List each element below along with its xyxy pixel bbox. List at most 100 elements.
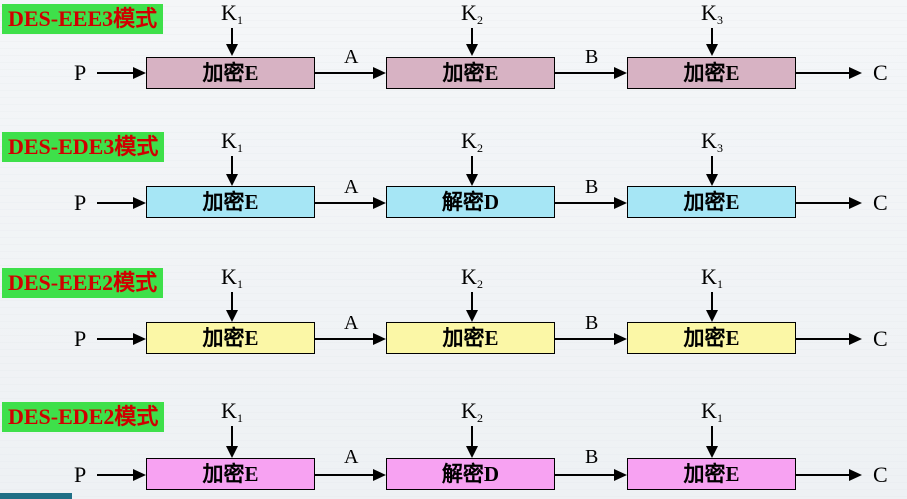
key-arrow-head	[226, 446, 238, 458]
flow-line	[555, 338, 614, 340]
key-arrow-line	[231, 28, 233, 46]
key-arrow-line	[711, 28, 713, 46]
flow-arrow-head	[849, 67, 862, 79]
key-label: K3	[701, 0, 723, 27]
input-label: P	[74, 326, 87, 351]
key-label: K1	[701, 398, 723, 425]
output-label: C	[873, 190, 888, 215]
key-arrow-head	[706, 174, 718, 186]
intermediate-label: B	[585, 176, 599, 198]
cipher-box: 加密E	[627, 458, 796, 490]
key-arrow-head	[706, 446, 718, 458]
flow-line	[315, 338, 373, 340]
output-label: C	[873, 326, 888, 351]
flow-line	[97, 202, 133, 204]
intermediate-label: A	[344, 176, 359, 198]
flow-line	[796, 202, 849, 204]
cipher-box: 加密E	[386, 322, 555, 354]
key-label: K2	[461, 398, 483, 425]
flow-arrow-head	[849, 333, 862, 345]
key-label: K3	[701, 128, 723, 155]
flow-arrow-head	[373, 333, 386, 345]
key-arrow-line	[471, 28, 473, 46]
flow-arrow-head	[373, 197, 386, 209]
flow-line	[315, 72, 373, 74]
mode-label: DES-EEE3模式	[2, 4, 164, 34]
key-label: K1	[701, 264, 723, 291]
key-arrow-line	[471, 292, 473, 312]
row-des-ede2: DES-EDE2模式 K1 K2 K1 P 加密E A 解密D B 加密E C	[0, 398, 907, 498]
flow-line	[97, 474, 133, 476]
cipher-box: 加密E	[627, 57, 796, 89]
key-arrow-line	[711, 156, 713, 176]
cipher-box: 加密E	[627, 322, 796, 354]
cipher-box: 加密E	[146, 458, 315, 490]
flow-arrow-head	[849, 469, 862, 481]
key-label: K1	[221, 264, 243, 291]
flow-arrow-head	[614, 469, 627, 481]
flow-arrow-head	[849, 197, 862, 209]
cipher-box: 加密E	[386, 57, 555, 89]
key-label: K2	[461, 264, 483, 291]
key-arrow-head	[226, 174, 238, 186]
key-arrow-line	[471, 156, 473, 176]
key-arrow-head	[466, 446, 478, 458]
input-label: P	[74, 462, 87, 487]
flow-arrow-head	[133, 333, 146, 345]
cipher-box: 解密D	[386, 458, 555, 490]
mode-label: DES-EDE2模式	[2, 402, 165, 432]
key-label: K2	[461, 0, 483, 27]
key-label: K1	[221, 398, 243, 425]
flow-line	[555, 474, 614, 476]
flow-line	[555, 72, 614, 74]
cipher-box: 加密E	[146, 186, 315, 218]
mode-label: DES-EEE2模式	[2, 268, 164, 298]
key-arrow-head	[466, 310, 478, 322]
key-arrow-line	[231, 156, 233, 176]
intermediate-label: B	[585, 312, 599, 334]
flow-line	[796, 338, 849, 340]
key-arrow-line	[711, 292, 713, 312]
cipher-box: 加密E	[146, 322, 315, 354]
key-label: K1	[221, 128, 243, 155]
key-arrow-head	[466, 174, 478, 186]
key-arrow-head	[706, 44, 718, 56]
intermediate-label: A	[344, 312, 359, 334]
flow-line	[555, 202, 614, 204]
intermediate-label: A	[344, 46, 359, 68]
flow-arrow-head	[614, 333, 627, 345]
row-des-ede3: DES-EDE3模式 K1 K2 K3 P 加密E A 解密D B 加密E C	[0, 128, 907, 228]
input-label: P	[74, 60, 87, 85]
flow-line	[796, 72, 849, 74]
mode-label: DES-EDE3模式	[2, 132, 165, 162]
key-label: K1	[221, 0, 243, 27]
key-arrow-head	[226, 310, 238, 322]
flow-line	[315, 474, 373, 476]
key-arrow-head	[466, 44, 478, 56]
key-arrow-line	[231, 292, 233, 312]
flow-line	[97, 338, 133, 340]
flow-arrow-head	[373, 67, 386, 79]
cipher-box: 解密D	[386, 186, 555, 218]
flow-arrow-head	[133, 469, 146, 481]
key-arrow-head	[226, 44, 238, 56]
flow-line	[315, 202, 373, 204]
row-des-eee2: DES-EEE2模式 K1 K2 K1 P 加密E A 加密E B 加密E C	[0, 264, 907, 364]
intermediate-label: B	[585, 46, 599, 68]
key-arrow-head	[706, 310, 718, 322]
output-label: C	[873, 60, 888, 85]
input-label: P	[74, 190, 87, 215]
output-label: C	[873, 462, 888, 487]
flow-line	[796, 474, 849, 476]
flow-line	[97, 72, 133, 74]
intermediate-label: B	[585, 446, 599, 468]
flow-arrow-head	[614, 197, 627, 209]
key-label: K2	[461, 128, 483, 155]
key-arrow-line	[711, 426, 713, 448]
key-arrow-line	[471, 426, 473, 448]
flow-arrow-head	[133, 67, 146, 79]
intermediate-label: A	[344, 446, 359, 468]
key-arrow-line	[231, 426, 233, 448]
cipher-box: 加密E	[627, 186, 796, 218]
slide-corner-bar	[0, 493, 72, 499]
